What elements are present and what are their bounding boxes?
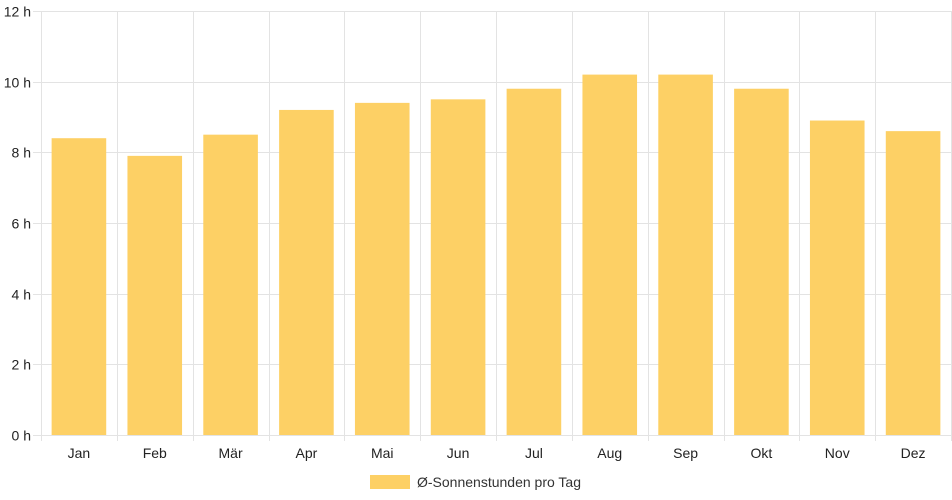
legend[interactable]: Ø-Sonnenstunden pro Tag — [370, 474, 581, 490]
x-tick-label: Dez — [901, 445, 926, 461]
y-tick-label: 12 h — [4, 4, 31, 20]
y-tick-label: 4 h — [12, 287, 31, 303]
legend-label[interactable]: Ø-Sonnenstunden pro Tag — [417, 474, 581, 490]
x-tick-label: Okt — [751, 445, 773, 461]
x-tick-label: Jul — [525, 445, 543, 461]
bar[interactable] — [279, 109, 334, 435]
x-tick-label: Mai — [371, 445, 394, 461]
bar[interactable] — [203, 134, 258, 435]
y-axis: 0 h 2 h 4 h 6 h 8 h 10 h 12 h — [4, 4, 31, 444]
bar[interactable] — [658, 74, 713, 435]
x-tick-label: Apr — [296, 445, 318, 461]
x-tick-label: Mär — [219, 445, 243, 461]
bar[interactable] — [354, 102, 410, 435]
x-tick-label: Jan — [68, 445, 91, 461]
bar[interactable] — [51, 138, 107, 435]
bar[interactable] — [430, 99, 486, 435]
bar[interactable] — [582, 74, 638, 435]
bar[interactable] — [127, 155, 183, 435]
x-tick-label: Jun — [447, 445, 470, 461]
x-tick-label: Feb — [143, 445, 167, 461]
legend-swatch[interactable] — [370, 475, 410, 489]
y-tick-label: 10 h — [4, 75, 31, 91]
bar[interactable] — [734, 88, 789, 435]
y-tick-label: 8 h — [12, 145, 31, 161]
y-tick-label: 2 h — [12, 357, 31, 373]
bars — [51, 74, 941, 436]
y-tick-label: 6 h — [12, 216, 31, 232]
x-axis: Jan Feb Mär Apr Mai Jun Jul Aug Sep Okt Nov Dez — [68, 445, 926, 461]
x-tick-label: Nov — [825, 445, 850, 461]
bar[interactable] — [885, 131, 941, 435]
bar[interactable] — [506, 88, 562, 435]
x-tick-label: Aug — [597, 445, 622, 461]
x-tick-label: Sep — [673, 445, 698, 461]
grid-lines — [33, 11, 952, 441]
bar[interactable] — [809, 120, 865, 436]
y-tick-label: 0 h — [12, 428, 31, 444]
